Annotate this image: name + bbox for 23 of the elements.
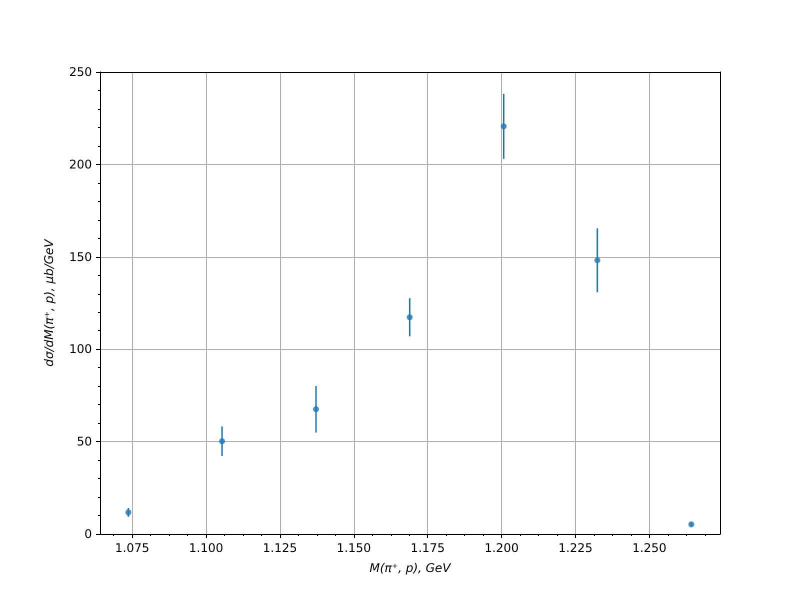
point bbox=[313, 406, 320, 412]
y-tick-label: 50 bbox=[76, 434, 92, 449]
x-tick-label: 1.200 bbox=[484, 541, 519, 555]
y-tick-label: 200 bbox=[69, 157, 92, 172]
point bbox=[125, 509, 132, 516]
y-tick-label: 100 bbox=[69, 342, 92, 356]
y-axis-title: dσ/dM(π⁺, p), μb/GeV bbox=[42, 238, 56, 367]
x-tick-label: 1.150 bbox=[336, 541, 372, 555]
point bbox=[406, 314, 413, 320]
x-tick-label: 1.250 bbox=[632, 541, 667, 555]
point bbox=[219, 438, 226, 444]
point bbox=[688, 521, 694, 528]
x-tick-label: 1.075 bbox=[115, 541, 150, 555]
point bbox=[500, 123, 507, 130]
y-tick-label: 150 bbox=[69, 250, 92, 264]
x-tick-label: 1.100 bbox=[188, 541, 224, 555]
point bbox=[594, 257, 600, 264]
x-tick-label: 1.125 bbox=[262, 541, 298, 555]
y-tick-label: 0 bbox=[84, 527, 92, 541]
x-axis-title: M(π⁺, p), GeV bbox=[369, 561, 452, 575]
x-tick-label: 1.175 bbox=[410, 541, 445, 555]
y-tick-label: 250 bbox=[69, 65, 92, 79]
x-tick-label: 1.225 bbox=[558, 541, 593, 555]
